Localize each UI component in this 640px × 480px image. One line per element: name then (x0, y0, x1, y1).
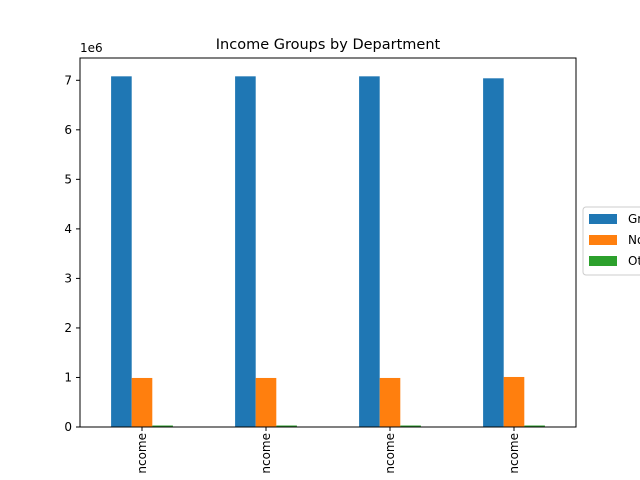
legend-swatch-ot (589, 256, 617, 266)
y-tick-label: 1 (64, 370, 72, 384)
bar-no-1 (131, 377, 153, 427)
x-tick-label: ncome (507, 433, 521, 474)
y-axis: 0 1 2 3 4 5 6 7 (64, 73, 80, 434)
chart-title: Income Groups by Department (216, 37, 441, 53)
bar-ot-4 (524, 425, 545, 427)
bar-no-3 (379, 377, 401, 427)
bar-no-2 (255, 377, 277, 427)
x-tick-label: ncome (259, 433, 273, 474)
y-tick-label: 2 (64, 321, 72, 335)
bar-no-4 (503, 376, 525, 427)
legend: Gr No Ot (582, 206, 640, 276)
x-tick-label: ncome (135, 433, 149, 474)
bar-gr-3 (359, 76, 380, 427)
bar-ot-1 (152, 425, 173, 427)
y-tick-label: 6 (64, 123, 72, 137)
bar-ot-2 (276, 425, 297, 427)
bar-ot-3 (400, 425, 421, 427)
bar-gr-1 (111, 76, 132, 427)
legend-swatch-gr (589, 214, 617, 224)
y-tick-label: 7 (64, 73, 72, 87)
legend-swatch-no (589, 235, 617, 245)
y-tick-label: 0 (64, 420, 72, 434)
x-tick-label: ncome (383, 433, 397, 474)
legend-label-ot: Ot (628, 254, 640, 268)
bar-gr-2 (235, 76, 256, 427)
bars-group (111, 76, 545, 428)
x-axis: ncome ncome ncome ncome (135, 427, 521, 474)
legend-label-gr: Gr (628, 212, 640, 226)
legend-label-no: No (628, 233, 640, 247)
y-offset-label: 1e6 (80, 41, 103, 55)
bar-gr-4 (483, 78, 504, 428)
plot-area-frame (79, 57, 577, 428)
y-tick-label: 5 (64, 172, 72, 186)
y-tick-label: 4 (64, 222, 72, 236)
y-tick-label: 3 (64, 271, 72, 285)
